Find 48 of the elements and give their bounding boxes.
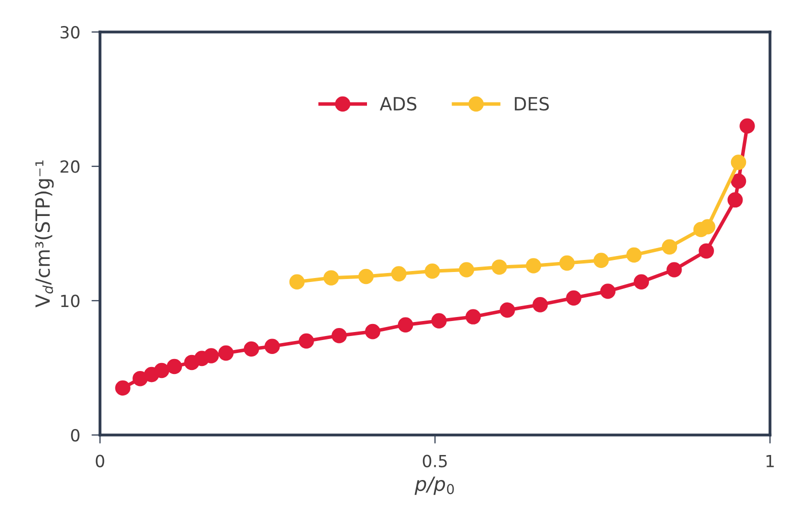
point	[289, 274, 305, 290]
x-axis-title: p/p$_{0}$	[414, 476, 454, 495]
point	[115, 380, 130, 396]
legend-label: DES	[514, 96, 549, 111]
y-tick-label: 0	[71, 428, 80, 442]
point	[662, 239, 678, 255]
point	[365, 324, 380, 340]
point	[466, 309, 481, 324]
legend-label: ADS	[380, 96, 416, 111]
point	[166, 358, 182, 374]
point	[698, 243, 714, 259]
point	[298, 333, 314, 349]
point	[500, 302, 515, 318]
point	[424, 263, 440, 279]
point	[526, 258, 542, 274]
point	[264, 338, 280, 354]
point	[600, 284, 616, 299]
point	[559, 255, 575, 271]
y-axis-title: V$_{d}$/cm³(STP)g⁻¹	[34, 160, 54, 308]
x-tick-label: 0	[96, 454, 104, 468]
point	[204, 348, 219, 364]
point	[532, 297, 548, 312]
point	[244, 341, 260, 357]
y-tick-label: 10	[61, 294, 80, 308]
point	[218, 345, 234, 361]
point	[358, 268, 374, 284]
point	[728, 192, 743, 208]
point	[431, 313, 447, 328]
y-tick-label: 20	[60, 160, 80, 173]
point	[458, 262, 474, 278]
point	[492, 259, 507, 275]
point	[634, 274, 649, 290]
point	[324, 270, 339, 286]
point	[398, 317, 414, 332]
point	[666, 262, 682, 278]
x-tick-label: 0.5	[422, 454, 447, 468]
x-tick-label: 1	[766, 454, 774, 468]
point	[626, 247, 642, 263]
y-tick-label: 30	[60, 26, 80, 39]
point	[594, 252, 609, 268]
point	[700, 219, 716, 234]
point	[332, 328, 347, 344]
point	[154, 362, 170, 378]
point	[730, 173, 746, 189]
point	[566, 290, 582, 306]
point	[391, 266, 406, 282]
point	[730, 154, 746, 170]
point	[740, 118, 755, 134]
